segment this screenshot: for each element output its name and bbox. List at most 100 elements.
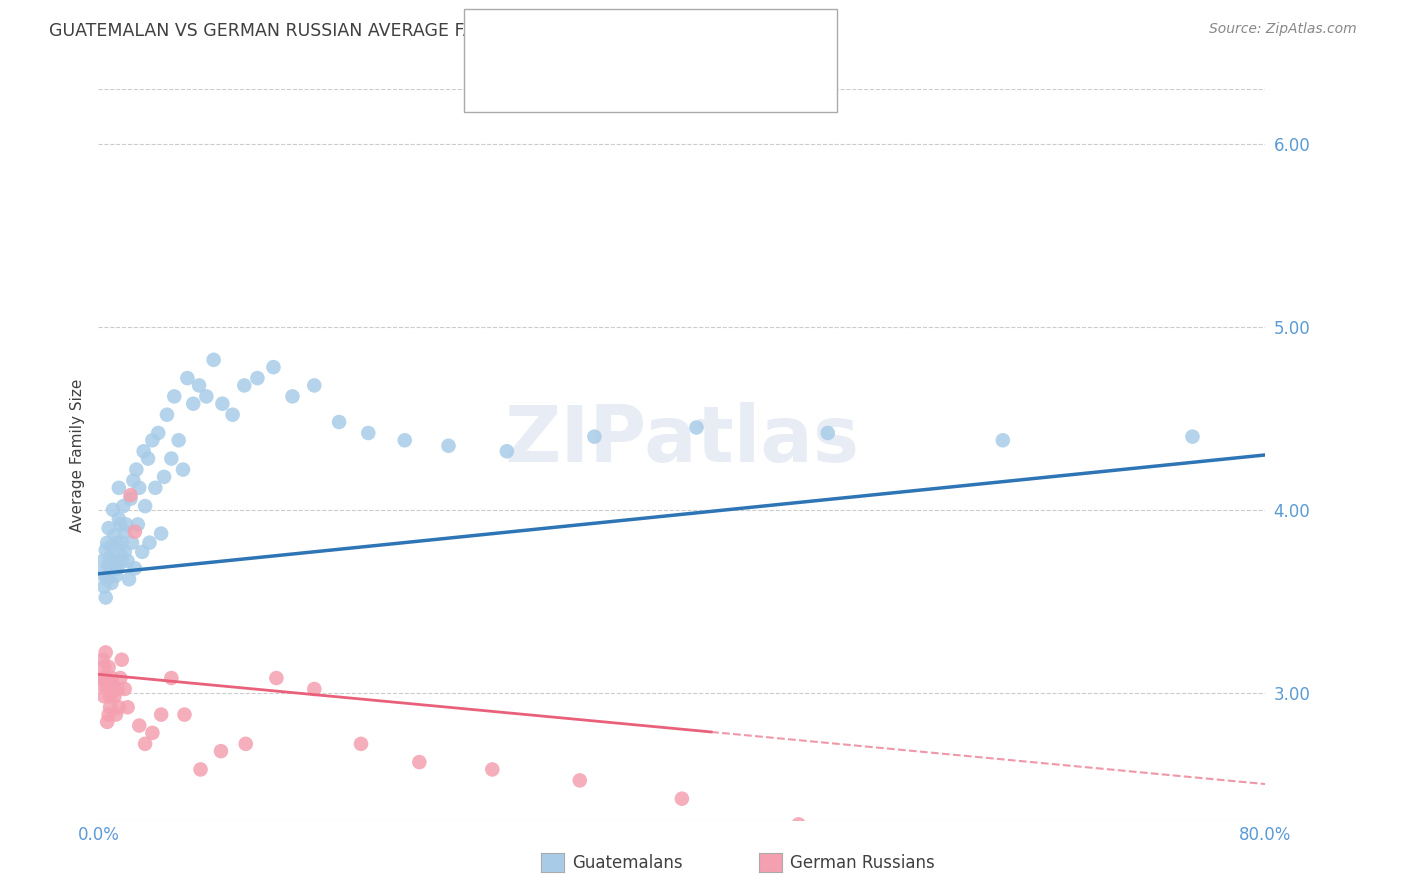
Point [103,528,125,542]
Point [97,521,120,535]
Point [148,425,170,440]
Point [394,434,416,448]
Point [246,371,269,385]
Point [94,543,117,558]
Point [96,678,118,692]
Point [100,539,122,553]
Point [181,397,204,411]
Point [108,700,131,714]
Point [195,389,218,403]
Point [211,397,233,411]
Point [357,425,380,440]
Point [568,773,591,788]
Point [233,378,256,392]
Point [202,352,225,367]
Point [100,671,122,685]
Point [101,554,124,568]
Point [91,554,114,568]
Point [120,491,142,506]
Point [150,707,173,722]
Point [104,568,127,582]
Point [105,681,128,696]
Point [153,470,176,484]
Point [111,554,134,568]
Point [235,737,257,751]
Point [97,660,120,674]
Point [134,499,156,513]
Point [110,517,132,532]
Point [125,462,148,476]
Point [128,481,150,495]
Point [104,707,127,722]
Point [304,681,326,696]
Point [124,561,146,575]
Point [93,690,115,704]
Point [96,572,118,586]
Point [90,671,112,685]
Point [94,591,117,605]
Point [108,512,131,526]
Point [128,718,150,732]
Point [138,535,160,549]
Point [114,545,136,559]
Point [94,671,117,685]
Point [163,389,186,403]
Point [98,565,121,579]
Point [583,429,606,443]
Point [90,566,112,581]
Text: R = -0.153   N = 42: R = -0.153 N = 42 [533,73,740,91]
Point [408,755,430,769]
Point [114,524,136,539]
Point [685,420,707,434]
Point [108,481,131,495]
Point [132,444,155,458]
Point [101,678,124,692]
Point [115,517,138,532]
Point [481,763,503,777]
Point [101,502,124,516]
Point [671,791,693,805]
Point [98,690,121,704]
Point [156,408,179,422]
Point [190,763,212,777]
Text: GUATEMALAN VS GERMAN RUSSIAN AVERAGE FAMILY SIZE CORRELATION CHART: GUATEMALAN VS GERMAN RUSSIAN AVERAGE FAM… [49,22,752,40]
Point [93,580,115,594]
Y-axis label: Average Family Size: Average Family Size [69,378,84,532]
Point [103,561,125,575]
Point [93,660,115,674]
Point [160,451,183,466]
Point [110,547,132,561]
Point [281,389,304,403]
Point [136,451,159,466]
Point [350,737,373,751]
Point [111,535,134,549]
Point [817,425,839,440]
Point [97,707,120,722]
Point [131,545,153,559]
Point [105,561,128,575]
Point [304,378,326,392]
Point [141,434,163,448]
Point [105,535,128,549]
Point [176,371,198,385]
Point [266,671,288,685]
Point [209,744,232,758]
Point [121,535,143,549]
Point [98,700,121,714]
Point [188,378,211,392]
Point [91,653,114,667]
Point [91,678,114,692]
Point [172,462,194,476]
Point [96,535,118,549]
Point [150,526,173,541]
Point [97,558,120,572]
Point [117,700,139,714]
Point [787,817,810,831]
Point [103,690,125,704]
Point [496,444,519,458]
Point [100,576,122,591]
Point [96,714,118,729]
Point [160,671,183,685]
Point [114,681,136,696]
Point [991,434,1014,448]
